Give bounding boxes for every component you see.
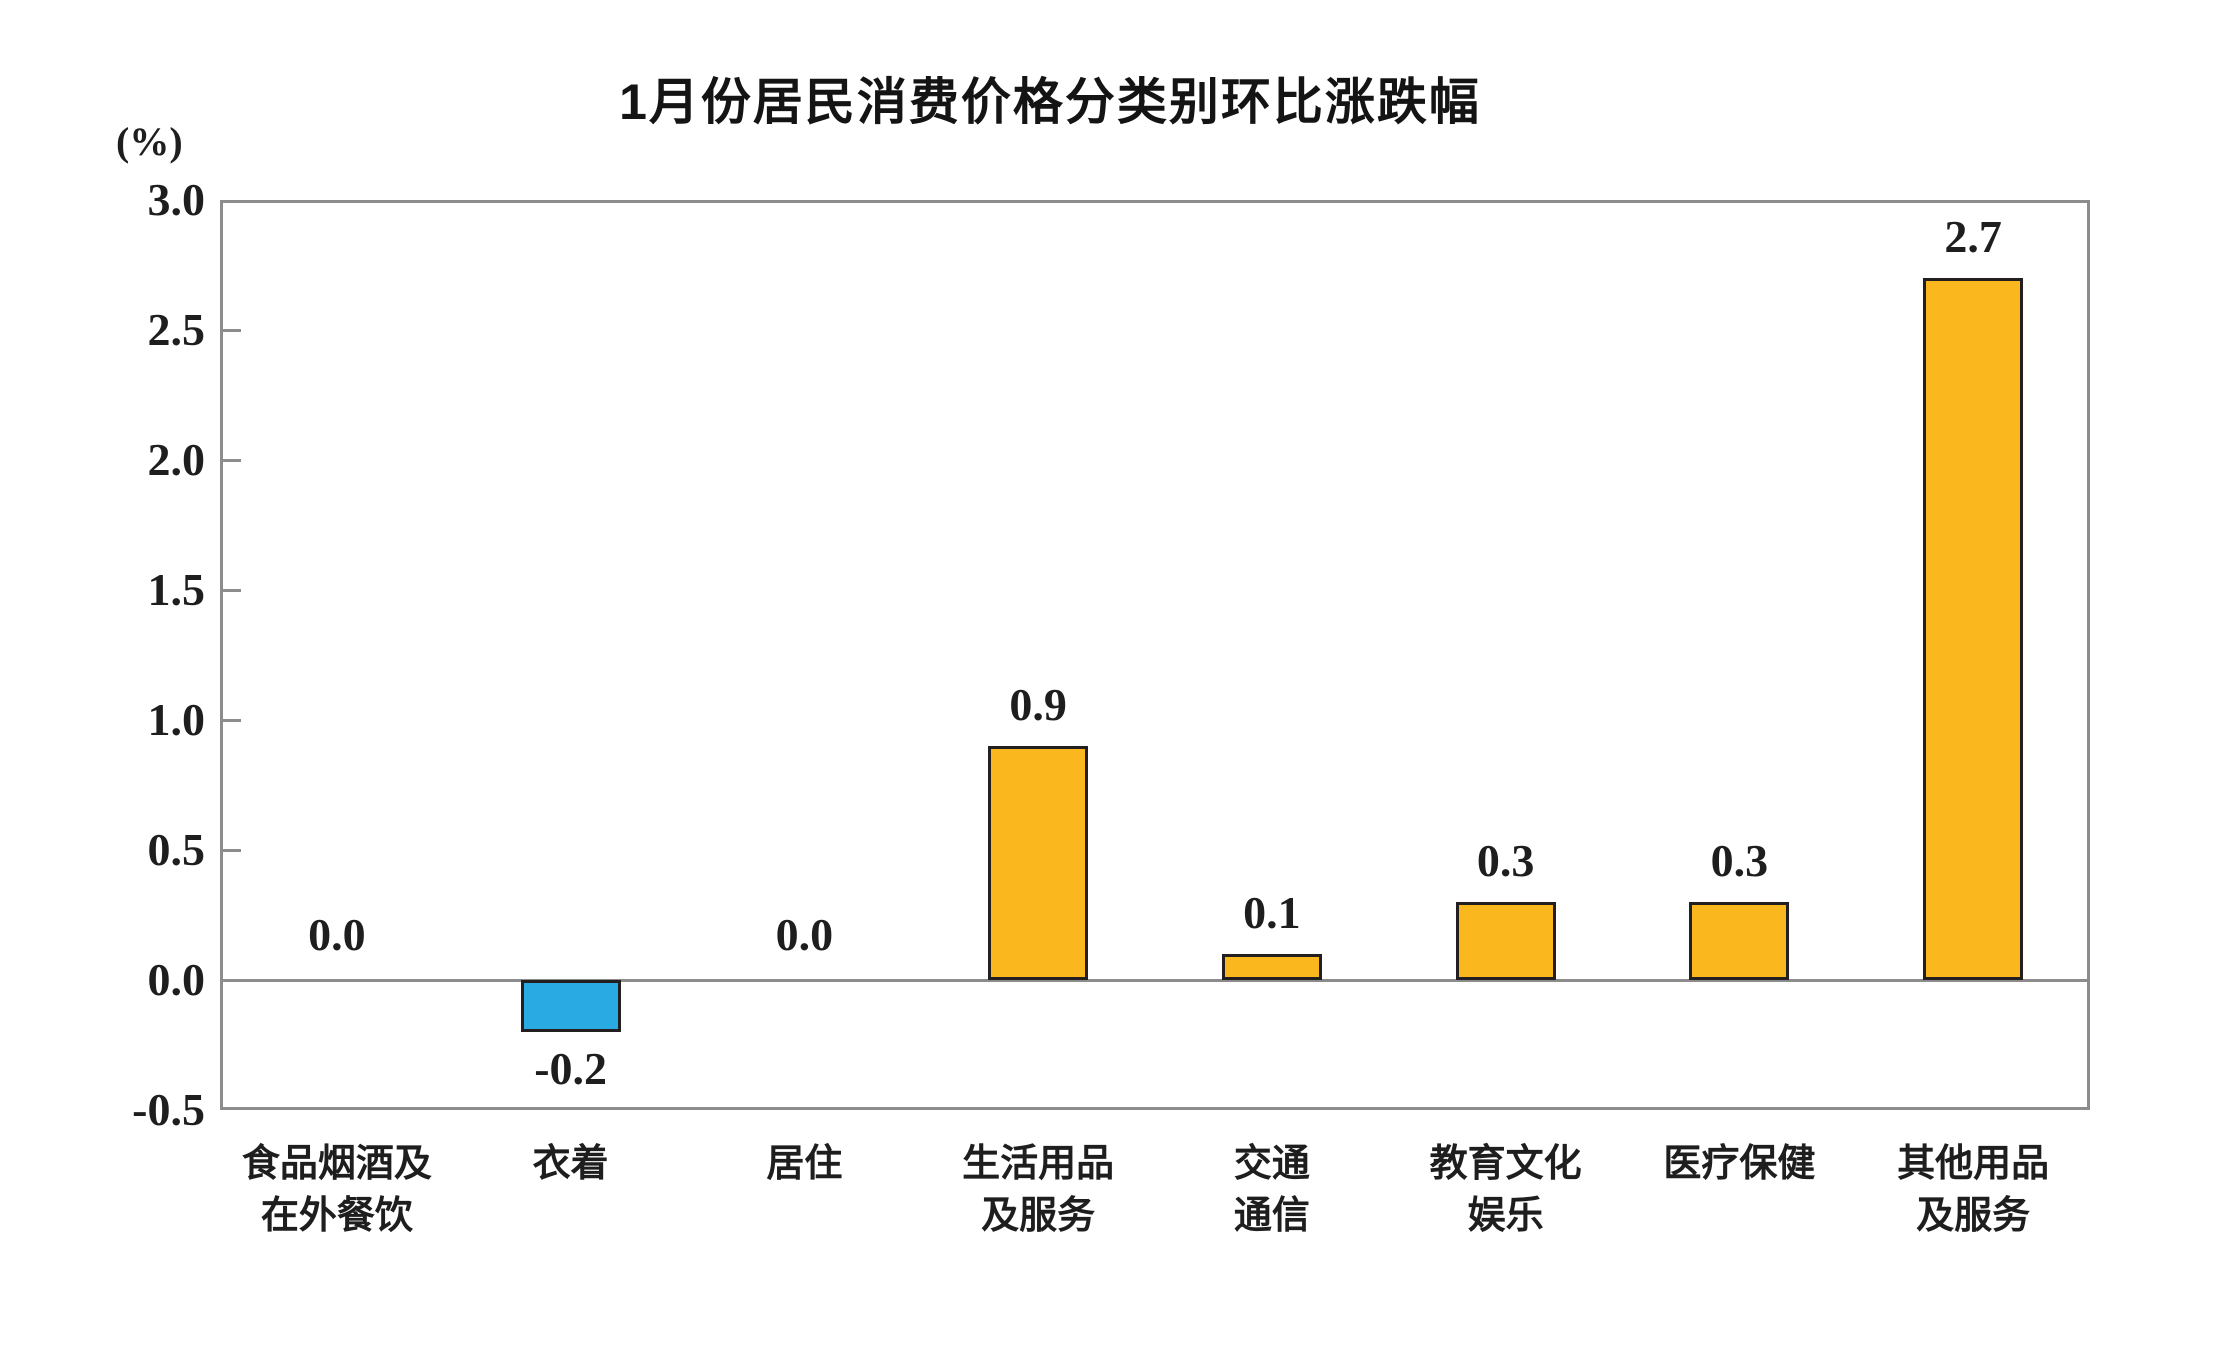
zero-axis-line (220, 978, 2090, 982)
y-tick-mark (223, 848, 241, 852)
bar-value-label: 0.3 (1476, 835, 1535, 886)
bar-positive (1221, 954, 1322, 980)
y-axis-unit-label: (%) (116, 119, 183, 164)
bar-value-label: 0.0 (308, 909, 366, 960)
category-label: 食品烟酒及 在外餐饮 (241, 1143, 432, 1237)
y-tick-label: 1.0 (147, 694, 206, 745)
category-label: 教育文化 娱乐 (1429, 1143, 1582, 1237)
y-tick-mark (223, 588, 241, 592)
bar-value-label: -0.2 (534, 1043, 608, 1094)
y-tick-mark (223, 328, 241, 332)
bar-positive (1689, 902, 1790, 980)
y-tick-label: 0.0 (147, 954, 206, 1005)
category-label: 其他用品 及服务 (1897, 1143, 2050, 1237)
category-label: 医疗保健 (1663, 1143, 1816, 1185)
category-label: 交通 通信 (1233, 1143, 1310, 1237)
category-label: 生活用品 及服务 (962, 1143, 1115, 1237)
bar-value-label: 0.1 (1243, 887, 1301, 938)
y-tick-mark (223, 458, 241, 462)
y-tick-label: 0.5 (147, 824, 206, 875)
y-tick-mark (223, 978, 241, 982)
category-label: 居住 (766, 1143, 843, 1185)
category-label: 衣着 (532, 1143, 609, 1185)
y-tick-label: 3.0 (147, 174, 206, 225)
bar-value-label: 0.0 (775, 909, 834, 960)
chart-title: 1月份居民消费价格分类别环比涨跌幅 (619, 74, 1481, 130)
bar-value-label: 0.9 (1009, 679, 1067, 730)
y-tick-label: -0.5 (132, 1084, 205, 1135)
y-tick-mark (223, 718, 241, 722)
y-tick-label: 2.5 (147, 304, 206, 355)
bar-negative (520, 980, 621, 1032)
plot-area (220, 200, 2090, 1110)
bar-value-label: 0.3 (1710, 835, 1769, 886)
bar-positive (988, 746, 1089, 980)
bar-value-label: 2.7 (1944, 211, 2002, 262)
bar-positive (1923, 278, 2024, 980)
y-tick-label: 2.0 (147, 434, 206, 485)
y-tick-label: 1.5 (147, 564, 206, 615)
bar-positive (1455, 902, 1556, 980)
